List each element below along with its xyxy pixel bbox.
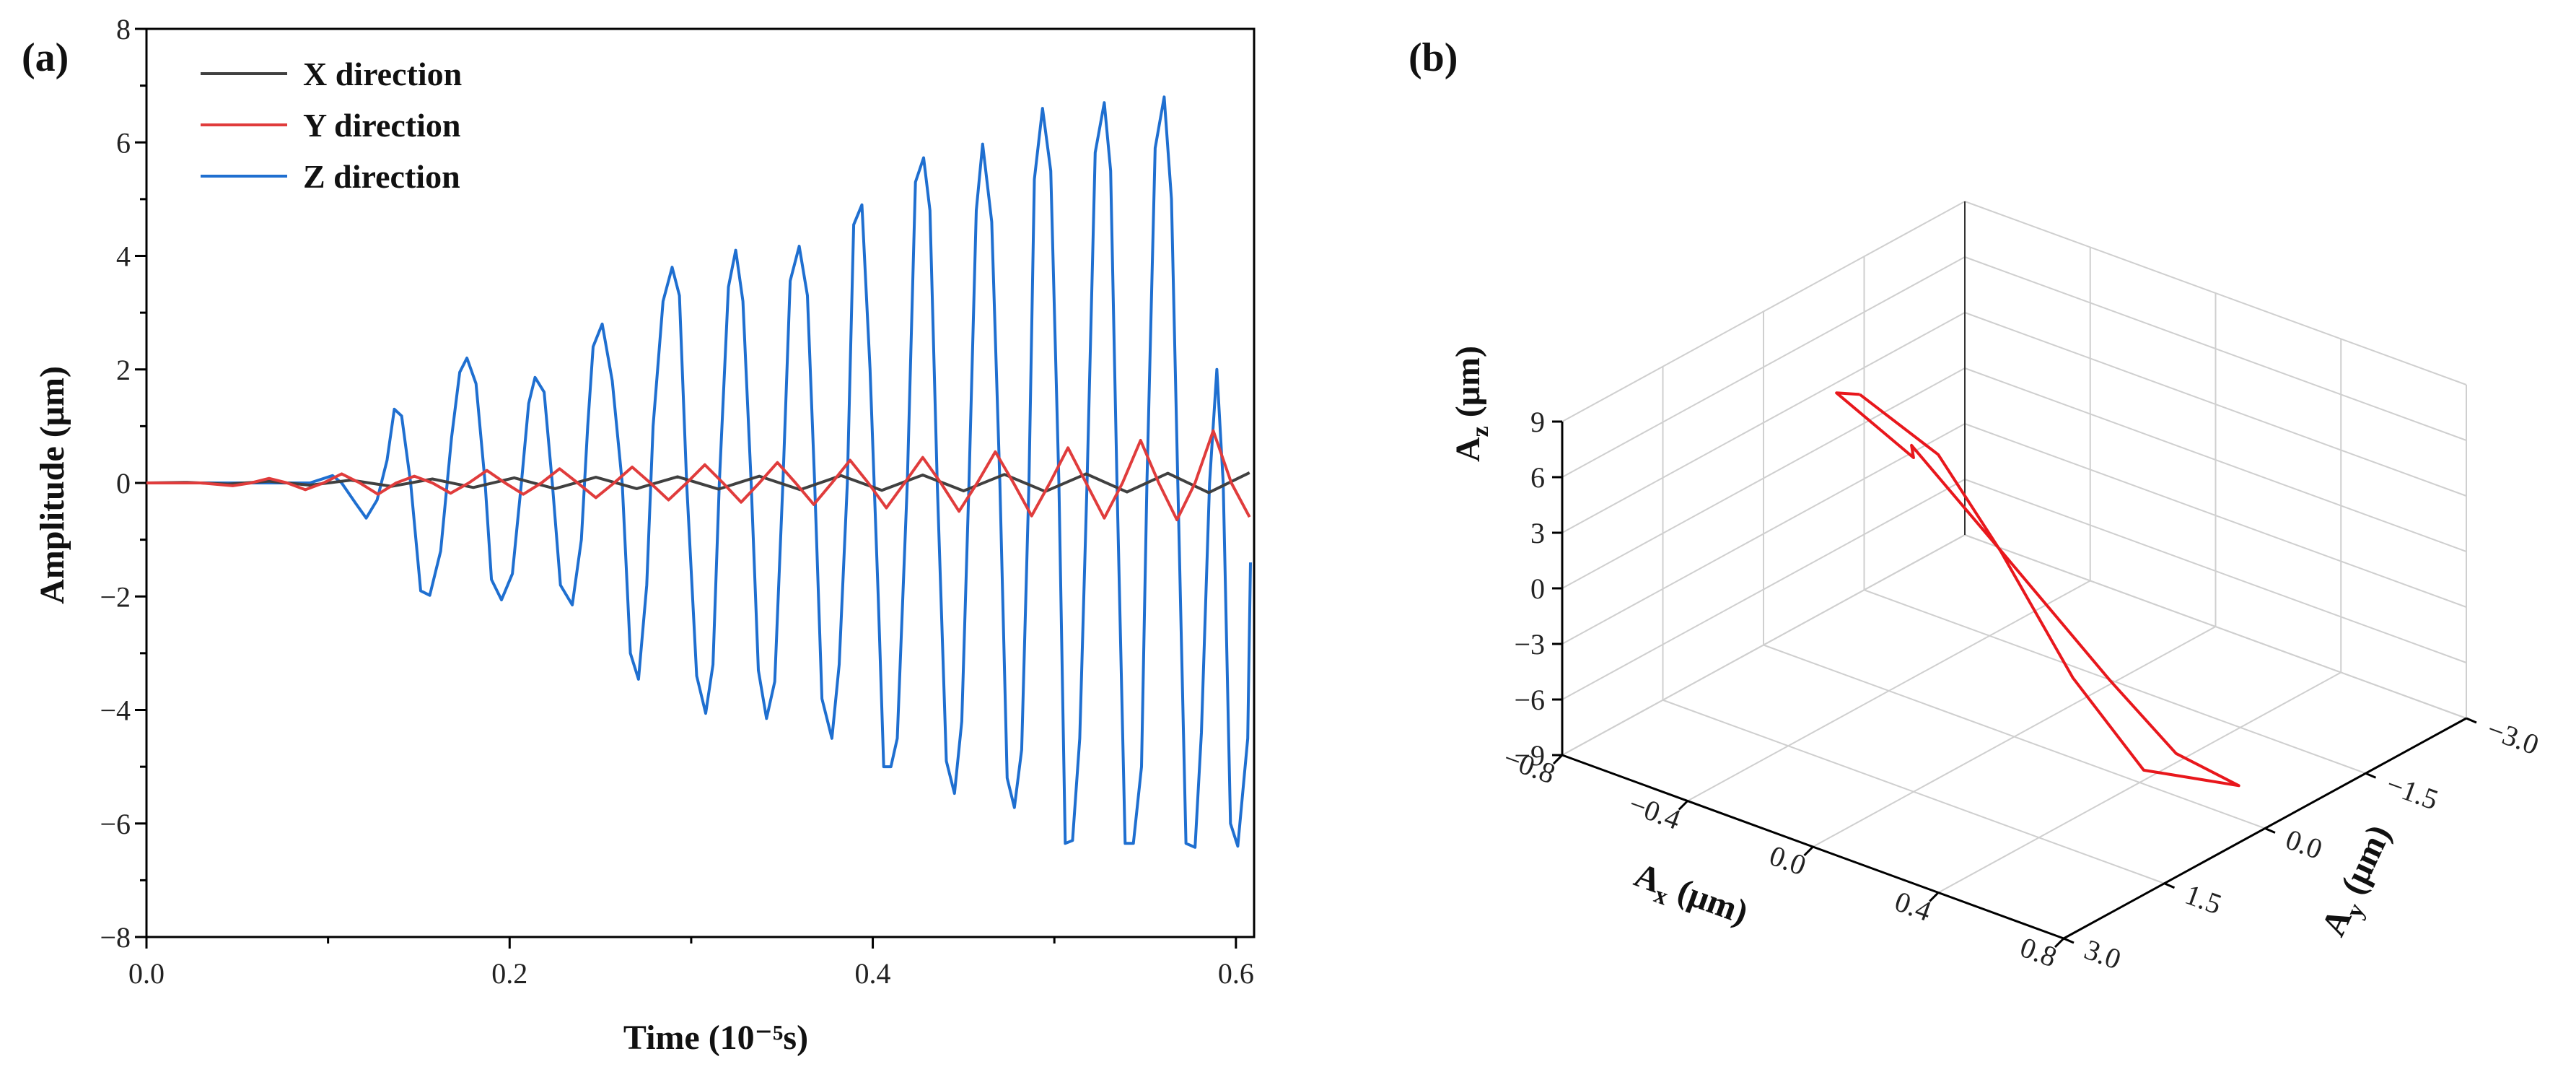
wall-grid-line (1561, 423, 1966, 645)
panel-a-y-tick-label: 4 (116, 240, 131, 273)
panel-a-legend: X direction Y direction Z direction (201, 56, 462, 195)
panel-a-y-tick-label: −8 (100, 921, 131, 954)
wall-grid-line (1561, 256, 1966, 478)
x-tick-label: 0.0 (1765, 839, 1810, 881)
y-axis-title: Ay (μm) (2314, 819, 2404, 945)
wall-grid-line (1561, 201, 1966, 422)
x-tick (1929, 892, 1940, 902)
wall-grid-line (1561, 534, 1966, 756)
x-tick (1678, 800, 1688, 811)
panel-b-3d-grid (1561, 201, 2467, 940)
z-tick-label: 3 (1530, 517, 1545, 549)
legend-label: X direction (303, 56, 462, 92)
z-tick-label: 0 (1530, 572, 1545, 605)
x-axis-title: Ax (μm) (1627, 856, 1753, 938)
panel-a-y-tick-label: 2 (116, 354, 131, 386)
series-line-y-direction (146, 429, 1251, 522)
x-tick (2054, 937, 2065, 949)
panel-a-x-tick-label: 0.2 (491, 957, 527, 990)
y-tick-label: −3.0 (2483, 713, 2544, 761)
floor-grid-line (1864, 589, 2366, 775)
panel-a-x-axis-title: Time (10⁻⁵s) (623, 1019, 808, 1057)
panel-b-3d-chart: (b) 9 6 3 0 −3 −6 −9−0.8 −0.4 0.0 0.4 0.8 3.0 1.5 0.0… (1409, 35, 2543, 976)
wall-grid-line (1964, 479, 2467, 663)
wall-grid-line (1561, 367, 1966, 589)
panel-a-chart: (a) 0.0 0.2 0.4 0.6 −8 −6 −4 −2 0 2 4 6 8 X directio… (22, 13, 1256, 1057)
panel-a-y-tick-label: 8 (116, 13, 131, 45)
series-line-z-direction (146, 95, 1252, 849)
series-line-x-direction (146, 471, 1250, 494)
legend-label: Z direction (303, 158, 460, 195)
panel-a-label: (a) (22, 35, 69, 80)
wall-grid-line (1964, 201, 2467, 385)
y-tick (2264, 827, 2276, 834)
z-tick-label: 9 (1530, 406, 1545, 438)
x-tick (1552, 754, 1564, 765)
y-tick (2163, 882, 2176, 889)
panel-a-y-tick-label: −4 (100, 694, 131, 727)
z-tick-label: −3 (1514, 628, 1545, 661)
x-tick-label: −0.8 (1499, 741, 1560, 790)
panel-a-x-tick-label: 0.4 (855, 957, 891, 990)
wall-grid-line (1561, 312, 1966, 533)
panel-b-trajectory-group (1835, 391, 2240, 788)
y-tick (2466, 717, 2477, 724)
z-tick-label: −6 (1514, 684, 1545, 716)
wall-grid-line (1964, 367, 2467, 552)
y-tick-label: −1.5 (2382, 767, 2443, 816)
x-tick-label: −0.4 (1624, 788, 1685, 836)
x-tick-label: 0.4 (1891, 885, 1935, 928)
wall-grid-line (1561, 479, 1966, 700)
z-axis-title: Az (μm) (1449, 346, 1494, 462)
panel-a-y-tick-label: 0 (116, 467, 131, 500)
floor-grid-line (1763, 644, 2266, 829)
x-tick-label: 0.8 (2016, 931, 2061, 973)
y-tick (2365, 772, 2377, 779)
y-tick-label: 0.0 (2282, 823, 2326, 866)
trajectory-line (1835, 391, 2240, 788)
wall-grid-line (1964, 312, 2467, 497)
panel-a-axes: 0.0 0.2 0.4 0.6 −8 −6 −4 −2 0 2 4 6 8 (100, 13, 1256, 990)
panel-a-y-tick-label: −2 (100, 580, 131, 613)
panel-a-x-tick-label: 0.0 (128, 957, 165, 990)
panel-a-y-tick-label: 6 (116, 126, 131, 159)
panel-a-y-axis-title: Amplitude (μm) (33, 366, 71, 604)
z-tick-label: −9 (1514, 739, 1545, 772)
y-tick-label: 3.0 (2080, 933, 2125, 975)
floor-grid-line (1662, 699, 2165, 884)
z-tick-label: 6 (1530, 461, 1545, 494)
panel-a-x-tick-label: 0.6 (1218, 957, 1254, 990)
wall-grid-line (1964, 534, 2467, 719)
y-tick (2063, 937, 2075, 944)
panel-a-series-group (146, 95, 1252, 849)
y-tick-label: 1.5 (2181, 878, 2225, 920)
panel-b-label: (b) (1409, 35, 1458, 80)
legend-label: Y direction (303, 107, 460, 144)
x-tick (1803, 845, 1814, 857)
wall-grid-line (1964, 423, 2467, 608)
panel-b-axis-titles: Az (μm) Ax (μm) Ay (μm) (1449, 346, 2404, 945)
panel-a-y-tick-label: −6 (100, 808, 131, 840)
wall-grid-line (1964, 256, 2467, 441)
